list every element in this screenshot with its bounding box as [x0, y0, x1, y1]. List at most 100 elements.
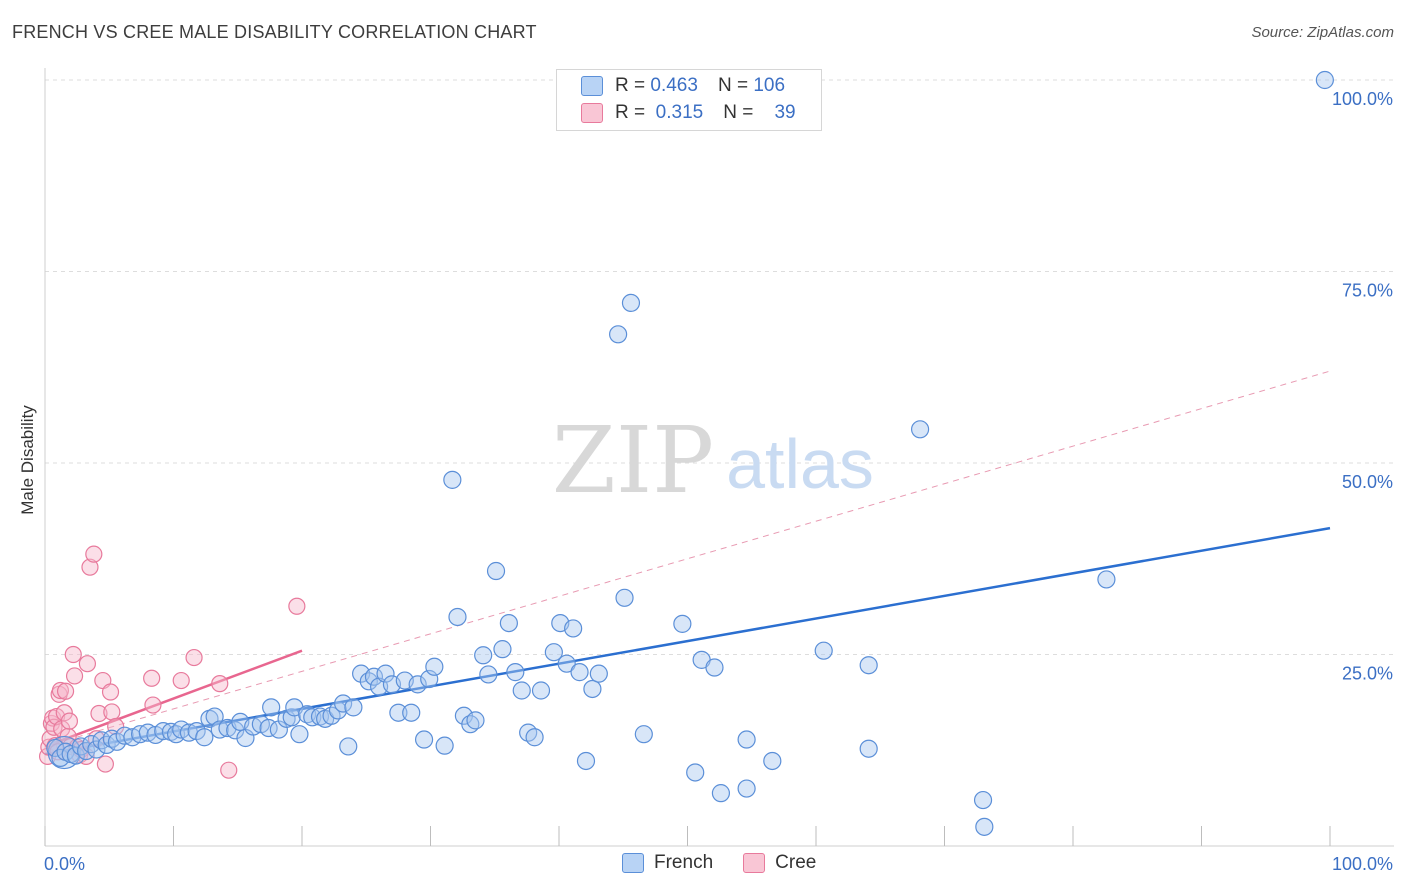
stats-legend: R = 0.463 N = 106 R = 0.315 N = 39: [556, 69, 822, 131]
french-point: [1097, 570, 1116, 589]
french-point: [425, 657, 444, 676]
french-point: [474, 646, 493, 665]
french-point: [82, 735, 101, 754]
y-tick-label: 50.0%: [1342, 472, 1393, 492]
series-legend: French Cree: [622, 852, 816, 874]
french-point: [87, 740, 106, 759]
cree-point: [90, 704, 108, 723]
french-point: [195, 728, 214, 747]
chart-title: FRENCH VS CREE MALE DISABILITY CORRELATI…: [12, 22, 537, 42]
watermark: ZIP atlas: [552, 407, 874, 514]
cree-point: [185, 648, 203, 667]
cree-point: [172, 671, 190, 690]
french-point: [46, 738, 65, 758]
legend-row-french: R = 0.463 N = 106: [581, 74, 785, 98]
cree-point: [101, 683, 120, 701]
french-point: [344, 698, 363, 717]
french-swatch: [581, 76, 603, 96]
tick-labels: 25.0% 50.0% 75.0% 100.0% 0.0% 100.0%: [44, 89, 1393, 874]
watermark-atlas: atlas: [726, 425, 874, 503]
french-r-value: 0.463: [650, 75, 698, 96]
cree-point: [64, 645, 82, 664]
cree-point: [51, 681, 70, 700]
french-point: [1315, 70, 1334, 90]
french-point: [512, 681, 531, 700]
french-point: [973, 790, 993, 810]
source-attribution: Source: ZipAtlas.com: [1251, 24, 1394, 41]
french-point: [506, 663, 525, 682]
cree-r-label: R =: [615, 102, 646, 123]
watermark-zip: ZIP: [552, 407, 714, 514]
french-point: [621, 293, 641, 313]
french-point: [544, 643, 563, 662]
french-point: [609, 325, 628, 344]
french-point: [443, 470, 462, 489]
legend-french-label: French: [654, 852, 714, 873]
cree-point: [143, 669, 161, 687]
french-point: [466, 711, 485, 730]
cree-point: [55, 704, 73, 722]
cree-point: [96, 755, 114, 773]
cree-point: [78, 655, 97, 673]
french-point: [564, 619, 583, 638]
cree-n-label: N =: [723, 102, 754, 123]
cree-point: [211, 675, 229, 693]
french-point: [814, 641, 833, 660]
french-point: [910, 420, 930, 439]
cree-point: [60, 712, 79, 730]
legend-row-cree: R = 0.315 N = 39: [581, 101, 796, 125]
legend-french-swatch: [622, 853, 644, 873]
french-point: [115, 726, 134, 745]
french-point: [763, 751, 782, 771]
french-point: [414, 730, 434, 749]
french-n-value: 106: [753, 75, 786, 96]
french-point: [531, 681, 551, 700]
cree-point: [56, 682, 75, 700]
french-point: [557, 654, 576, 673]
grid-lines: [45, 79, 1394, 655]
french-point: [389, 703, 408, 722]
french-point: [435, 736, 454, 755]
french-point: [66, 746, 85, 765]
french-point: [448, 607, 467, 627]
french-point: [859, 739, 878, 758]
french-point: [499, 613, 518, 633]
french-point: [975, 817, 994, 836]
french-point: [262, 698, 281, 717]
cree-point: [65, 667, 84, 685]
y-tick-label: 25.0%: [1342, 664, 1393, 684]
cree-point: [220, 761, 238, 779]
french-point: [402, 703, 421, 722]
french-point: [290, 725, 309, 744]
y-tick-label: 75.0%: [1342, 281, 1393, 301]
french-r-label: R =: [615, 75, 646, 96]
cree-point: [144, 696, 162, 714]
french-point: [705, 658, 724, 677]
cree-trend-extension: [44, 370, 1331, 747]
french-point: [479, 665, 498, 684]
cree-point: [81, 558, 99, 576]
french-point: [859, 656, 878, 675]
french-point: [634, 725, 653, 744]
x-tick-label: 100.0%: [1332, 854, 1393, 874]
french-n-label: N =: [717, 75, 749, 96]
french-point: [364, 667, 384, 686]
french-point: [210, 720, 229, 739]
french-point: [486, 561, 506, 581]
french-point: [376, 664, 395, 683]
cree-trend-line: [44, 649, 303, 748]
french-point: [525, 728, 544, 747]
x-tick-label: 0.0%: [44, 854, 85, 874]
cree-n-value: 39: [774, 102, 796, 123]
french-point: [408, 675, 427, 694]
french-point: [130, 725, 150, 744]
french-point: [686, 763, 705, 782]
french-point: [576, 751, 596, 771]
french-point: [493, 640, 512, 659]
y-tick-label: 100.0%: [1332, 89, 1393, 109]
french-points: [46, 70, 1334, 836]
french-point: [519, 723, 538, 742]
french-point: [737, 730, 756, 749]
cree-swatch: [581, 103, 603, 123]
cree-point: [288, 597, 306, 615]
